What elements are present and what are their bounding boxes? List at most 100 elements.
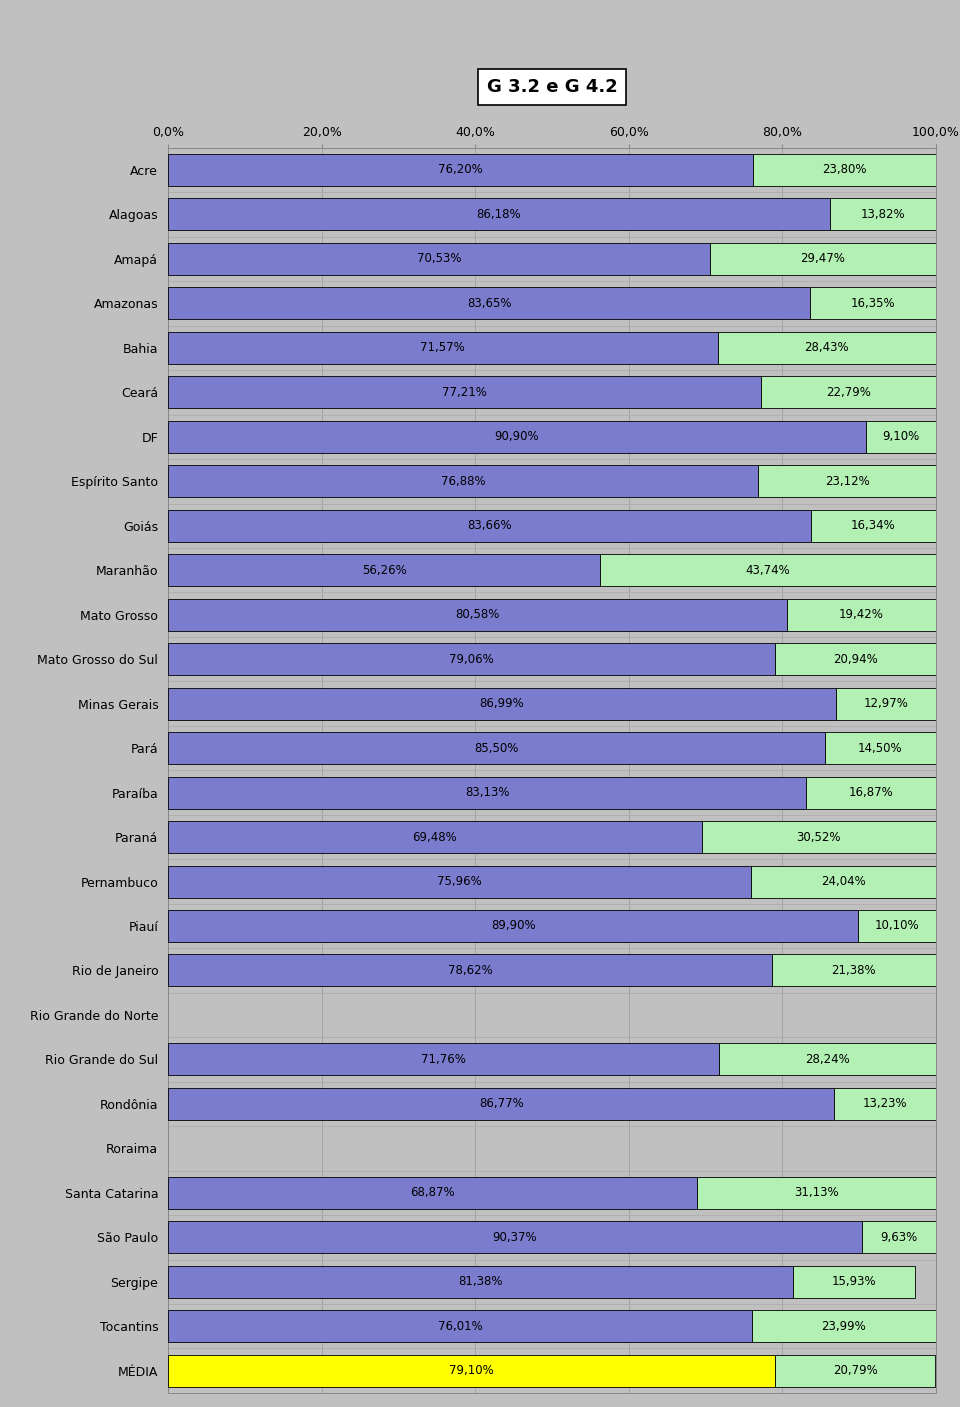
Bar — [776, 1355, 935, 1387]
Bar — [168, 1310, 752, 1342]
Bar — [168, 376, 761, 408]
Bar — [168, 688, 836, 719]
Text: 28,24%: 28,24% — [805, 1052, 850, 1067]
Text: 21,38%: 21,38% — [831, 964, 876, 976]
Bar — [168, 910, 858, 943]
Text: 71,57%: 71,57% — [420, 342, 466, 355]
Text: 70,53%: 70,53% — [417, 252, 461, 266]
Bar — [168, 1088, 834, 1120]
Text: 20,79%: 20,79% — [833, 1365, 877, 1377]
Bar — [834, 1088, 936, 1120]
Text: 9,10%: 9,10% — [882, 431, 920, 443]
Text: 30,52%: 30,52% — [797, 830, 841, 844]
Text: 24,04%: 24,04% — [822, 875, 866, 888]
Text: 77,21%: 77,21% — [442, 386, 487, 398]
Text: 83,65%: 83,65% — [467, 297, 512, 310]
Bar — [702, 822, 936, 853]
Text: 76,01%: 76,01% — [438, 1320, 482, 1332]
Bar — [709, 243, 936, 274]
Bar — [168, 598, 787, 630]
Text: 69,48%: 69,48% — [413, 830, 457, 844]
Text: 86,77%: 86,77% — [479, 1097, 523, 1110]
Text: 89,90%: 89,90% — [491, 920, 536, 933]
Text: 43,74%: 43,74% — [746, 564, 790, 577]
Text: 78,62%: 78,62% — [447, 964, 492, 976]
Bar — [168, 466, 758, 497]
Bar — [761, 376, 936, 408]
Bar — [810, 287, 936, 319]
Bar — [806, 777, 936, 809]
Text: 56,26%: 56,26% — [362, 564, 406, 577]
Bar — [793, 1266, 915, 1297]
Text: 19,42%: 19,42% — [839, 608, 884, 620]
Bar — [752, 1310, 936, 1342]
Text: 86,18%: 86,18% — [476, 208, 521, 221]
Bar — [810, 509, 936, 542]
Bar — [168, 421, 866, 453]
Bar — [168, 1355, 776, 1387]
Text: 16,35%: 16,35% — [851, 297, 896, 310]
Bar — [758, 466, 936, 497]
Bar — [772, 954, 936, 986]
Bar — [754, 153, 936, 186]
Bar — [168, 822, 702, 853]
Bar — [168, 1044, 719, 1075]
Bar — [787, 598, 936, 630]
Text: 83,66%: 83,66% — [467, 519, 512, 532]
Text: 16,87%: 16,87% — [849, 787, 894, 799]
Text: 71,76%: 71,76% — [421, 1052, 466, 1067]
Bar — [600, 554, 936, 587]
Text: 83,13%: 83,13% — [465, 787, 510, 799]
Bar — [719, 1044, 936, 1075]
Bar — [168, 865, 752, 898]
Text: 68,87%: 68,87% — [410, 1186, 455, 1199]
Text: 76,20%: 76,20% — [438, 163, 483, 176]
Text: 28,43%: 28,43% — [804, 342, 850, 355]
Bar — [836, 688, 936, 719]
Bar — [718, 332, 936, 364]
Text: 12,97%: 12,97% — [863, 696, 908, 711]
Text: 79,10%: 79,10% — [449, 1365, 494, 1377]
Bar — [858, 910, 936, 943]
Text: 20,94%: 20,94% — [833, 653, 878, 666]
Text: 80,58%: 80,58% — [455, 608, 499, 620]
Bar — [775, 643, 936, 675]
Bar — [168, 732, 825, 764]
Text: 14,50%: 14,50% — [858, 741, 902, 754]
Text: 23,99%: 23,99% — [822, 1320, 866, 1332]
Text: 23,80%: 23,80% — [823, 163, 867, 176]
Text: 13,82%: 13,82% — [860, 208, 905, 221]
Text: 13,23%: 13,23% — [863, 1097, 907, 1110]
Bar — [697, 1176, 936, 1209]
Text: 31,13%: 31,13% — [794, 1186, 839, 1199]
Text: 16,34%: 16,34% — [851, 519, 896, 532]
Bar — [168, 509, 810, 542]
Bar — [168, 1221, 862, 1254]
Bar — [168, 777, 806, 809]
Text: 81,38%: 81,38% — [458, 1275, 503, 1289]
Bar — [168, 243, 709, 274]
Text: 22,79%: 22,79% — [826, 386, 871, 398]
Text: 90,90%: 90,90% — [494, 431, 540, 443]
Text: 90,37%: 90,37% — [492, 1231, 538, 1244]
Text: 23,12%: 23,12% — [825, 474, 870, 488]
Text: 86,99%: 86,99% — [480, 696, 524, 711]
Bar — [168, 153, 754, 186]
Title: G 3.2 e G 4.2: G 3.2 e G 4.2 — [487, 79, 617, 96]
Bar — [168, 643, 775, 675]
Bar — [862, 1221, 936, 1254]
Bar — [168, 954, 772, 986]
Bar — [168, 287, 810, 319]
Bar — [829, 198, 936, 231]
Text: 76,88%: 76,88% — [441, 474, 486, 488]
Bar — [168, 554, 600, 587]
Text: 85,50%: 85,50% — [474, 741, 518, 754]
Text: 79,06%: 79,06% — [449, 653, 494, 666]
Bar — [825, 732, 936, 764]
Text: 9,63%: 9,63% — [880, 1231, 918, 1244]
Bar — [168, 198, 829, 231]
Text: 15,93%: 15,93% — [832, 1275, 876, 1289]
Text: 10,10%: 10,10% — [875, 920, 920, 933]
Bar — [168, 1266, 793, 1297]
Bar — [866, 421, 936, 453]
